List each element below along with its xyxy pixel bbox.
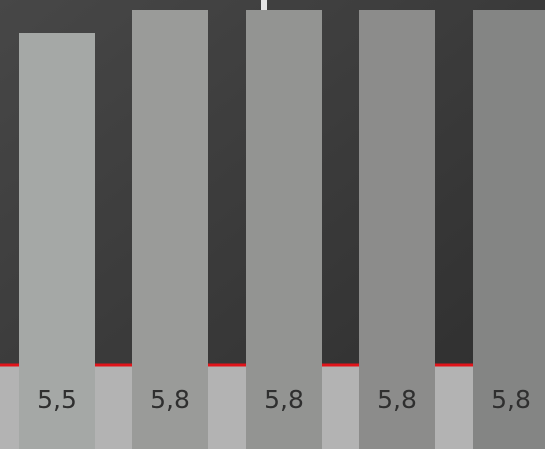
data-label-4: 5,8 bbox=[377, 385, 417, 414]
bar-1 bbox=[19, 33, 95, 449]
bar-5 bbox=[473, 10, 545, 449]
data-label-3: 5,8 bbox=[264, 385, 304, 414]
bar-4 bbox=[359, 10, 435, 449]
data-label-2: 5,8 bbox=[150, 385, 190, 414]
top-marker bbox=[261, 0, 267, 10]
data-label-1: 5,5 bbox=[37, 385, 77, 414]
bar-2 bbox=[132, 10, 208, 449]
bar-3 bbox=[246, 10, 322, 449]
data-label-5: 5,8 bbox=[491, 385, 531, 414]
